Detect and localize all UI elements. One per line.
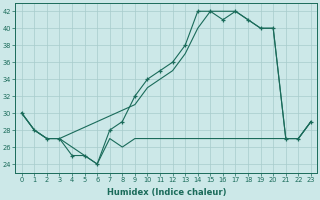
X-axis label: Humidex (Indice chaleur): Humidex (Indice chaleur) xyxy=(107,188,226,197)
